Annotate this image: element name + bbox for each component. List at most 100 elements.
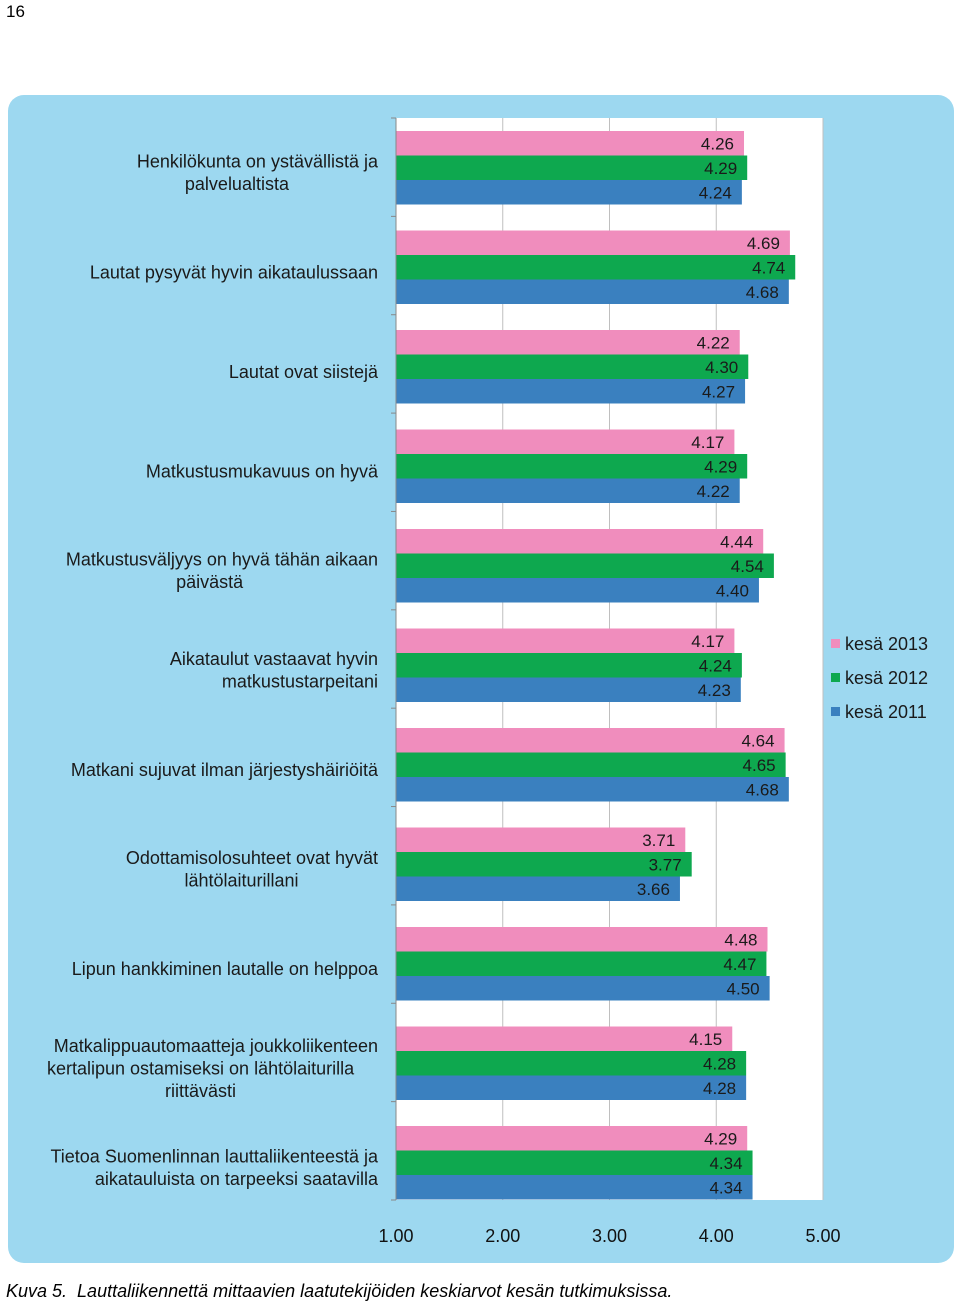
x-tick-label-2: 3.00 (592, 1226, 627, 1246)
category-label-line: Henkilökunta on ystävällistä ja (137, 152, 379, 172)
legend-label-0: kesä 2013 (845, 634, 928, 654)
category-label-6: Matkani sujuvat ilman järjestyshäiriöitä (71, 760, 379, 780)
category-label-2: Lautat ovat siistejä (229, 362, 379, 382)
value-label-9-0: 4.15 (689, 1030, 722, 1049)
category-label-line: Matkustusväljyys on hyvä tähän aikaan (66, 550, 378, 570)
value-label-0-1: 4.29 (704, 159, 737, 178)
value-label-7-1: 3.77 (649, 855, 682, 874)
bar-1-0 (396, 230, 790, 255)
legend-swatch-2 (831, 707, 840, 716)
figure-caption: Kuva 5. Lauttaliikennettä mittaavien laat… (6, 1281, 672, 1302)
category-label-line: matkustustarpeitani (222, 672, 378, 692)
bar-2-2 (396, 379, 746, 404)
page-number: 16 (6, 2, 25, 21)
category-label-line: Lipun hankkiminen lautalle on helppoa (72, 959, 379, 979)
value-label-8-0: 4.48 (724, 930, 757, 949)
bar-8-0 (396, 927, 768, 952)
category-label-line: Matkalippuautomaatteja joukkoliikenteen (54, 1036, 378, 1056)
category-label-7: Odottamisolosuhteet ovat hyvät lähtölaitu… (126, 848, 378, 891)
bar-1-1 (396, 255, 796, 280)
legend: kesä 2013 kesä 2012 kesä 2011 (831, 634, 928, 722)
category-label-line: kertalipun ostamiseksi on lähtölaiturill… (47, 1058, 355, 1078)
value-label-10-0: 4.29 (704, 1129, 737, 1148)
x-tick-label-0: 1.00 (378, 1226, 413, 1246)
legend-swatch-1 (831, 673, 840, 682)
bar-0-1 (396, 155, 748, 180)
bar-10-1 (396, 1150, 753, 1175)
value-label-5-1: 4.24 (699, 656, 732, 675)
category-label-line: Odottamisolosuhteet ovat hyvät (126, 848, 378, 868)
value-label-1-1: 4.74 (752, 258, 785, 277)
category-label-10: Tietoa Suomenlinnan lauttaliikenteestä j… (50, 1147, 379, 1190)
caption-text: Lauttaliikennettä mittaavien laatutekijö… (77, 1281, 673, 1301)
legend-swatch-0 (831, 639, 840, 648)
value-label-8-2: 4.50 (727, 979, 760, 998)
axis: 1.00 2.00 3.00 4.00 5.00 (378, 117, 841, 1246)
value-label-5-0: 4.17 (691, 632, 724, 651)
category-label-5: Aikataulut vastaavat hyvin matkustustarpe… (170, 649, 378, 692)
value-label-4-0: 4.44 (720, 532, 753, 551)
value-label-3-2: 4.22 (697, 482, 730, 501)
category-labels: Henkilökunta on ystävällistä ja palvelual… (47, 152, 379, 1190)
bar-8-2 (396, 976, 770, 1001)
value-label-6-1: 4.65 (743, 756, 776, 775)
bar-1-2 (396, 279, 789, 304)
value-label-2-0: 4.22 (697, 333, 730, 352)
bar-10-2 (396, 1175, 753, 1200)
bar-9-1 (396, 1051, 747, 1076)
bar-6-2 (396, 777, 789, 802)
category-label-line: lähtölaiturillani (184, 871, 298, 891)
x-tick-label-4: 5.00 (805, 1226, 840, 1246)
value-label-2-2: 4.27 (702, 382, 735, 401)
value-label-5-2: 4.23 (698, 681, 731, 700)
value-label-1-0: 4.69 (747, 234, 780, 253)
category-label-line: Lautat pysyvät hyvin aikataulussaan (90, 262, 378, 282)
bar-2-1 (396, 354, 749, 379)
bar-4-1 (396, 553, 774, 578)
bar-7-2 (396, 876, 680, 901)
category-label-8: Lipun hankkiminen lautalle on helppoa (72, 959, 379, 979)
bar-3-1 (396, 454, 748, 479)
bar-5-0 (396, 628, 735, 653)
x-tick-label-1: 2.00 (485, 1226, 520, 1246)
category-label-line: Lautat ovat siistejä (229, 362, 379, 382)
value-label-4-2: 4.40 (716, 581, 749, 600)
bar-7-1 (396, 852, 692, 877)
legend-label-2: kesä 2011 (845, 702, 927, 722)
bar-0-2 (396, 180, 742, 205)
category-label-line: Aikataulut vastaavat hyvin (170, 649, 378, 669)
category-label-3: Matkustusmukavuus on hyvä (146, 461, 379, 481)
value-label-10-1: 4.34 (709, 1154, 742, 1173)
value-label-8-1: 4.47 (723, 955, 756, 974)
bar-2-0 (396, 330, 740, 355)
category-label-line: aikatauluista on tarpeeksi saatavilla (95, 1169, 379, 1189)
bar-4-0 (396, 529, 764, 554)
value-label-7-0: 3.71 (642, 831, 675, 850)
bar-3-0 (396, 429, 735, 454)
category-label-4: Matkustusväljyys on hyvä tähän aikaan päi… (66, 550, 378, 593)
bar-5-2 (396, 677, 741, 702)
category-label-0: Henkilökunta on ystävällistä ja palvelual… (137, 152, 379, 195)
legend-label-1: kesä 2012 (845, 668, 928, 688)
value-label-0-2: 4.24 (699, 183, 732, 202)
value-label-2-1: 4.30 (705, 358, 738, 377)
bar-6-0 (396, 728, 785, 753)
bar-chart: 4.26 4.29 4.24 4.69 4.74 4.68 4.22 4.30 4.27 4.17… (47, 117, 928, 1246)
value-label-9-2: 4.28 (703, 1079, 736, 1098)
value-label-7-2: 3.66 (637, 880, 670, 899)
value-labels: 4.26 4.29 4.24 4.69 4.74 4.68 4.22 4.30 4.27 4.17… (637, 134, 785, 1197)
value-label-1-2: 4.68 (746, 283, 779, 302)
category-label-9: Matkalippuautomaatteja joukkoliikenteen k… (47, 1036, 378, 1101)
bar-6-1 (396, 752, 786, 777)
value-label-10-2: 4.34 (709, 1178, 742, 1197)
bar-0-0 (396, 131, 745, 156)
caption-label: Kuva 5. (6, 1281, 68, 1301)
category-label-1: Lautat pysyvät hyvin aikataulussaan (90, 262, 378, 282)
value-label-4-1: 4.54 (731, 557, 764, 576)
value-label-6-2: 4.68 (746, 780, 779, 799)
bar-9-0 (396, 1026, 733, 1051)
bars (396, 131, 796, 1200)
value-label-9-1: 4.28 (703, 1054, 736, 1073)
bar-4-2 (396, 578, 759, 603)
category-label-line: Matkustusmukavuus on hyvä (146, 461, 379, 481)
